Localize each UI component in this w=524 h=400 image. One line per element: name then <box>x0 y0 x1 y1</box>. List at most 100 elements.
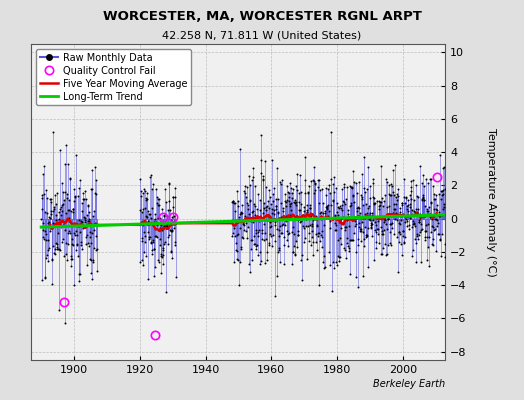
Point <box>250 183 259 190</box>
Point <box>158 227 166 234</box>
Point <box>360 236 368 242</box>
Point <box>323 204 331 211</box>
Point <box>436 236 445 242</box>
Point <box>394 193 402 200</box>
Point <box>69 209 77 215</box>
Point <box>409 218 418 224</box>
Point <box>304 238 313 244</box>
Point <box>400 176 409 182</box>
Point <box>333 200 342 206</box>
Point <box>270 207 278 213</box>
Point <box>156 225 165 231</box>
Point <box>392 211 400 218</box>
Point <box>397 241 405 248</box>
Point <box>62 142 71 148</box>
Point <box>270 184 278 191</box>
Point <box>389 210 397 216</box>
Point <box>137 188 145 194</box>
Point <box>380 216 388 222</box>
Point <box>162 199 170 206</box>
Point <box>41 208 49 215</box>
Point <box>375 206 384 212</box>
Point <box>436 188 445 195</box>
Point <box>381 213 389 220</box>
Point <box>38 194 47 201</box>
Point <box>38 170 47 177</box>
Point <box>143 189 151 196</box>
Point <box>280 222 289 228</box>
Point <box>401 214 409 220</box>
Point <box>331 220 340 226</box>
Point <box>352 221 360 227</box>
Point <box>362 201 370 208</box>
Point <box>52 211 60 218</box>
Point <box>61 161 69 167</box>
Point <box>54 220 62 226</box>
Point <box>391 201 400 207</box>
Point <box>344 243 353 250</box>
Point <box>86 270 95 276</box>
Point <box>83 201 92 208</box>
Point <box>345 271 354 277</box>
Point <box>149 181 157 187</box>
Point <box>381 241 390 247</box>
Point <box>406 200 414 207</box>
Point <box>53 230 62 236</box>
Point <box>59 200 68 207</box>
Point <box>64 230 72 236</box>
Point <box>395 219 403 226</box>
Point <box>65 215 73 221</box>
Point <box>431 216 439 222</box>
Point <box>235 282 244 288</box>
Point <box>229 199 237 206</box>
Point <box>350 199 358 206</box>
Point <box>293 187 301 193</box>
Point <box>413 194 422 200</box>
Point <box>406 215 414 221</box>
Point <box>91 247 100 253</box>
Point <box>408 207 417 214</box>
Point <box>274 210 282 216</box>
Point <box>165 232 173 238</box>
Point <box>150 273 159 279</box>
Point <box>256 206 264 213</box>
Point <box>241 190 249 196</box>
Point <box>320 215 329 222</box>
Point <box>326 218 334 224</box>
Point <box>81 218 89 225</box>
Point <box>318 228 326 234</box>
Point <box>355 204 363 211</box>
Point <box>49 243 57 250</box>
Point <box>278 214 286 220</box>
Point <box>286 212 294 218</box>
Point <box>337 204 345 211</box>
Point <box>167 248 176 254</box>
Point <box>365 212 373 218</box>
Point <box>137 257 146 263</box>
Point <box>85 216 94 222</box>
Point <box>234 231 242 238</box>
Point <box>298 277 306 283</box>
Point <box>412 206 420 212</box>
Point <box>402 206 411 212</box>
Point <box>309 217 317 224</box>
Point <box>396 205 404 211</box>
Point <box>290 230 298 237</box>
Point <box>262 204 270 210</box>
Point <box>67 256 75 262</box>
Point <box>255 227 264 234</box>
Point <box>379 230 387 237</box>
Point <box>78 218 86 225</box>
Point <box>75 185 83 191</box>
Point <box>261 230 269 236</box>
Point <box>354 224 363 231</box>
Point <box>429 182 438 189</box>
Point <box>85 229 94 235</box>
Point <box>414 236 422 242</box>
Point <box>73 232 81 238</box>
Point <box>73 242 81 248</box>
Point <box>348 168 357 174</box>
Point <box>233 248 241 254</box>
Point <box>310 180 319 186</box>
Point <box>267 223 275 229</box>
